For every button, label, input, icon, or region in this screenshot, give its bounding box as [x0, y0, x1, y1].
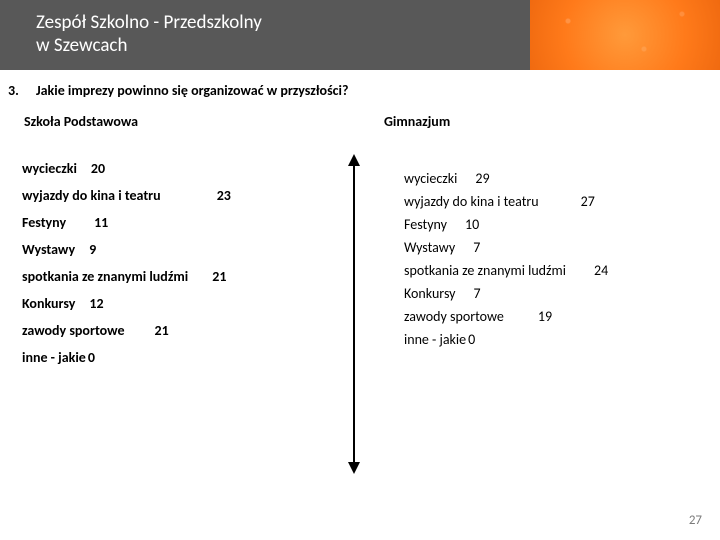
item-label: inne - jakie [22, 349, 86, 366]
item-value: 11 [94, 214, 108, 231]
header-band: Zespół Szkolno - Przedszkolny w Szewcach [0, 0, 720, 70]
question-number: 3. [8, 82, 36, 99]
item-value: 29 [475, 170, 489, 187]
list-item: spotkania ze znanymi ludźmi 21 [22, 268, 322, 285]
double-arrow-icon [353, 164, 355, 464]
list-item: Konkursy 7 [404, 285, 686, 302]
item-value: 0 [468, 331, 475, 348]
column-left: wycieczki 20 wyjazdy do kina i teatru 23… [22, 160, 322, 464]
item-label: Festyny [22, 214, 66, 231]
item-value: 21 [212, 268, 226, 285]
column-right: wycieczki 29 wyjazdy do kina i teatru 27… [386, 160, 686, 464]
item-value: 19 [538, 308, 552, 325]
subheadings: Szkoła Podstawowa Gimnazjum [0, 99, 720, 130]
item-label: Festyny [404, 216, 447, 233]
item-value: 10 [465, 216, 479, 233]
item-label: Wystawy [404, 239, 455, 256]
item-label: spotkania ze znanymi ludźmi [404, 262, 566, 279]
item-value: 20 [91, 160, 105, 177]
item-value: 24 [594, 262, 608, 279]
list-item: inne - jakie 0 [22, 349, 322, 366]
subhead-left: Szkoła Podstawowa [24, 113, 384, 130]
list-item: wyjazdy do kina i teatru 23 [22, 187, 322, 204]
page-number: 27 [689, 513, 702, 528]
question-row: 3. Jakie imprezy powinno się organizować… [0, 70, 720, 99]
list-item: zawody sportowe 19 [404, 308, 686, 325]
header-accent [530, 0, 720, 70]
list-item: Konkursy 12 [22, 295, 322, 312]
list-item: zawody sportowe 21 [22, 322, 322, 339]
divider-arrow [322, 160, 386, 464]
item-label: zawody sportowe [404, 308, 504, 325]
item-label: Konkursy [22, 295, 75, 312]
list-item: wycieczki 20 [22, 160, 322, 177]
item-value: 23 [217, 187, 231, 204]
list-item: Wystawy 7 [404, 239, 686, 256]
item-label: wyjazdy do kina i teatru [404, 193, 539, 210]
item-value: 0 [88, 349, 95, 366]
item-label: inne - jakie [404, 331, 466, 348]
title-line2: w Szewcach [36, 34, 127, 57]
item-label: zawody sportowe [22, 322, 125, 339]
item-value: 27 [581, 193, 595, 210]
item-label: spotkania ze znanymi ludźmi [22, 268, 188, 285]
header-left: Zespół Szkolno - Przedszkolny w Szewcach [0, 0, 530, 70]
list-item: Wystawy 9 [22, 241, 322, 258]
item-value: 21 [155, 322, 169, 339]
list-item: inne - jakie 0 [404, 331, 686, 348]
item-label: wyjazdy do kina i teatru [22, 187, 161, 204]
list-item: Festyny 10 [404, 216, 686, 233]
item-label: Konkursy [404, 285, 456, 302]
question-text: Jakie imprezy powinno się organizować w … [36, 82, 348, 99]
item-label: wycieczki [22, 160, 77, 177]
list-item: wyjazdy do kina i teatru 27 [404, 193, 686, 210]
list-item: wycieczki 29 [404, 170, 686, 187]
list-item: Festyny 11 [22, 214, 322, 231]
page-title: Zespół Szkolno - Przedszkolny w Szewcach [36, 12, 262, 58]
item-value: 7 [474, 285, 481, 302]
subhead-right: Gimnazjum [384, 113, 450, 130]
list-item: spotkania ze znanymi ludźmi 24 [404, 262, 686, 279]
item-value: 12 [89, 295, 103, 312]
item-label: wycieczki [404, 170, 457, 187]
content-area: wycieczki 20 wyjazdy do kina i teatru 23… [0, 130, 720, 464]
title-line1: Zespół Szkolno - Przedszkolny [36, 11, 262, 34]
item-value: 7 [473, 239, 480, 256]
item-value: 9 [89, 241, 96, 258]
item-label: Wystawy [22, 241, 75, 258]
